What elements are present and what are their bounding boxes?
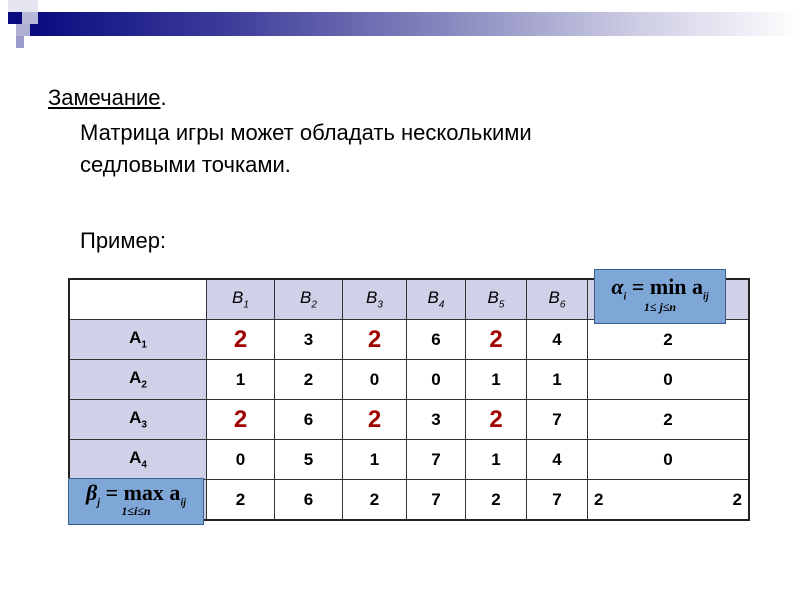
saddle-point-cell: 2 xyxy=(206,319,275,360)
column-label: B xyxy=(487,288,499,308)
beta-value: 2 xyxy=(206,479,275,521)
saddle-point-cell: 2 xyxy=(342,319,407,360)
saddle-point-cell: 2 xyxy=(342,399,407,440)
table-row: A3 2 6 2 3 2 7 2 xyxy=(68,399,750,440)
matrix-cell: 1 xyxy=(206,359,275,400)
beta-extra-left: 2 xyxy=(594,489,604,509)
row-header: A3 xyxy=(68,399,207,440)
column-label: B xyxy=(232,288,244,308)
corner-cell xyxy=(68,278,207,320)
matrix-cell: 3 xyxy=(406,399,466,440)
decor-square xyxy=(16,24,30,36)
column-sub: 4 xyxy=(438,299,445,311)
matrix-cell: 6 xyxy=(274,399,343,440)
game-matrix: B1 B2 B3 B4 B5 B6 A1 2 3 2 6 2 4 2 A2 1 2 0 0 1 1 0 A3 2 6 2 3 2 7 2… xyxy=(68,278,750,521)
saddle-point-cell: 2 xyxy=(206,399,275,440)
beta-value: 7 xyxy=(406,479,466,521)
body-line-1: Матрица игры может обладать несколькими xyxy=(80,120,532,145)
body-line-2: седловыми точками. xyxy=(80,152,291,177)
matrix-cell: 4 xyxy=(526,319,588,360)
matrix-cell: 0 xyxy=(342,359,407,400)
beta-extra-right: 2 xyxy=(732,489,742,509)
beta-formula: βj = max aij 1≤i≤n xyxy=(68,478,204,525)
matrix-cell: 5 xyxy=(274,439,343,480)
row-header: A4 xyxy=(68,439,207,480)
matrix-cell: 7 xyxy=(406,439,466,480)
matrix-cell: 2 xyxy=(274,359,343,400)
matrix-cell: 7 xyxy=(526,399,588,440)
column-sub: 1 xyxy=(243,299,249,311)
matrix-cell: 4 xyxy=(526,439,588,480)
title-bar-gradient xyxy=(30,12,800,36)
table-row: A2 1 2 0 0 1 1 0 xyxy=(68,359,750,400)
column-label: B xyxy=(366,288,378,308)
table-row: A1 2 3 2 6 2 4 2 xyxy=(68,319,750,360)
saddle-point-cell: 2 xyxy=(465,399,527,440)
example-label: Пример: xyxy=(80,228,167,253)
column-sub: 6 xyxy=(559,299,566,311)
column-header: B4 xyxy=(406,278,466,320)
row-header: A1 xyxy=(68,319,207,360)
column-sub: 2 xyxy=(311,299,317,311)
alpha-value: 2 xyxy=(587,399,750,440)
column-header: B6 xyxy=(526,278,588,320)
matrix-cell: 0 xyxy=(406,359,466,400)
matrix-cell: 1 xyxy=(526,359,588,400)
matrix-cell: 3 xyxy=(274,319,343,360)
column-header: B1 xyxy=(206,278,275,320)
alpha-value: 2 xyxy=(587,319,750,360)
note-heading: Замечание. xyxy=(48,85,167,110)
column-label: B xyxy=(300,288,312,308)
beta-value: 2 xyxy=(342,479,407,521)
column-header: B3 xyxy=(342,278,407,320)
alpha-value: 0 xyxy=(587,439,750,480)
decor-square xyxy=(16,36,24,48)
column-label: B xyxy=(548,288,560,308)
beta-value: 7 xyxy=(526,479,588,521)
alpha-formula: αi = min aij 1≤ j≤n xyxy=(594,269,726,324)
matrix-cell: 1 xyxy=(465,439,527,480)
column-label: B xyxy=(427,288,439,308)
column-sub: 5 xyxy=(498,299,505,311)
saddle-point-cell: 2 xyxy=(465,319,527,360)
column-sub: 3 xyxy=(377,299,383,311)
column-header: B5 xyxy=(465,278,527,320)
matrix-cell: 1 xyxy=(342,439,407,480)
beta-value: 2 xyxy=(465,479,527,521)
alpha-value: 0 xyxy=(587,359,750,400)
beta-value: 6 xyxy=(274,479,343,521)
row-header: A2 xyxy=(68,359,207,400)
table-row: A4 0 5 1 7 1 4 0 xyxy=(68,439,750,480)
matrix-cell: 1 xyxy=(465,359,527,400)
decor-square xyxy=(22,12,38,24)
decor-square xyxy=(8,0,38,12)
decor-square xyxy=(8,12,22,24)
matrix-cell: 0 xyxy=(206,439,275,480)
matrix-cell: 6 xyxy=(406,319,466,360)
column-header: B2 xyxy=(274,278,343,320)
